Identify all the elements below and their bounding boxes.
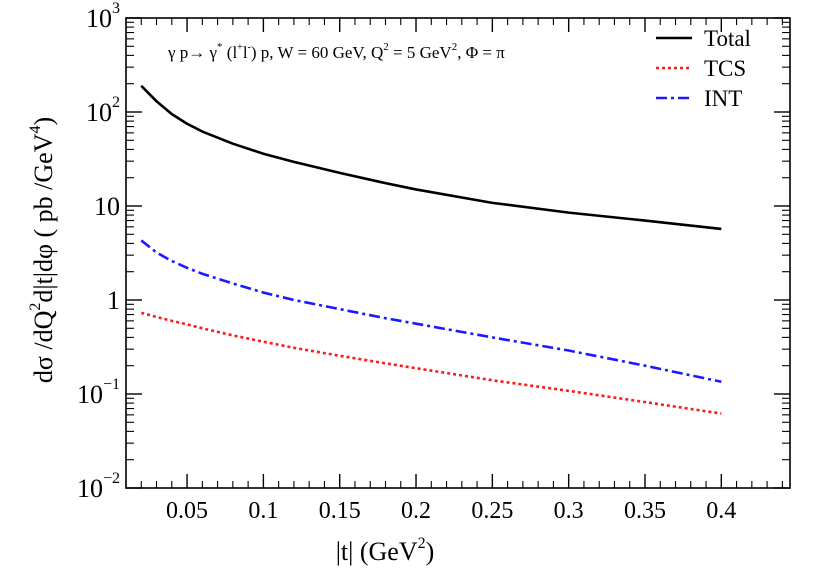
- legend-label-int: INT: [704, 86, 742, 111]
- series-line-total: [140, 84, 722, 231]
- y-tick-label: 103: [86, 0, 120, 33]
- series-line-int: [140, 239, 722, 384]
- x-axis-label: |t| (GeV2): [336, 535, 435, 566]
- plot-layer: 0.05 0.1 0.15 0.2 0.25 0.3 0.35 0.410310210110−…: [77, 0, 791, 524]
- y-tick-label: 10−1: [77, 376, 120, 409]
- x-tick-label: 0.15: [319, 498, 361, 524]
- chart-title: γ p→ γ* (l+l-) p, W = 60 GeV, Q2 = 5 GeV…: [167, 41, 505, 62]
- x-tick-label: 0.05: [166, 498, 208, 524]
- x-tick-label: 0.3: [554, 498, 584, 524]
- x-tick-label: 0.35: [624, 498, 666, 524]
- plot-frame: [125, 17, 791, 489]
- series-line-tcs: [140, 311, 722, 415]
- x-tick-label: 0.2: [401, 498, 431, 524]
- x-tick-label: 0.1: [248, 498, 278, 524]
- x-tick-label: 0.4: [706, 498, 736, 524]
- legend-label-total: Total: [704, 26, 751, 51]
- y-tick-label: 10: [94, 192, 120, 221]
- legend-label-tcs: TCS: [704, 56, 746, 81]
- x-tick-label: 0.25: [471, 498, 513, 524]
- y-tick-label: 10−2: [77, 470, 120, 503]
- y-axis-label: dσ /dQ2d|t|dφ ( pb /GeV4): [27, 117, 58, 383]
- y-tick-label: 102: [86, 94, 120, 127]
- y-tick-label: 1: [107, 286, 120, 315]
